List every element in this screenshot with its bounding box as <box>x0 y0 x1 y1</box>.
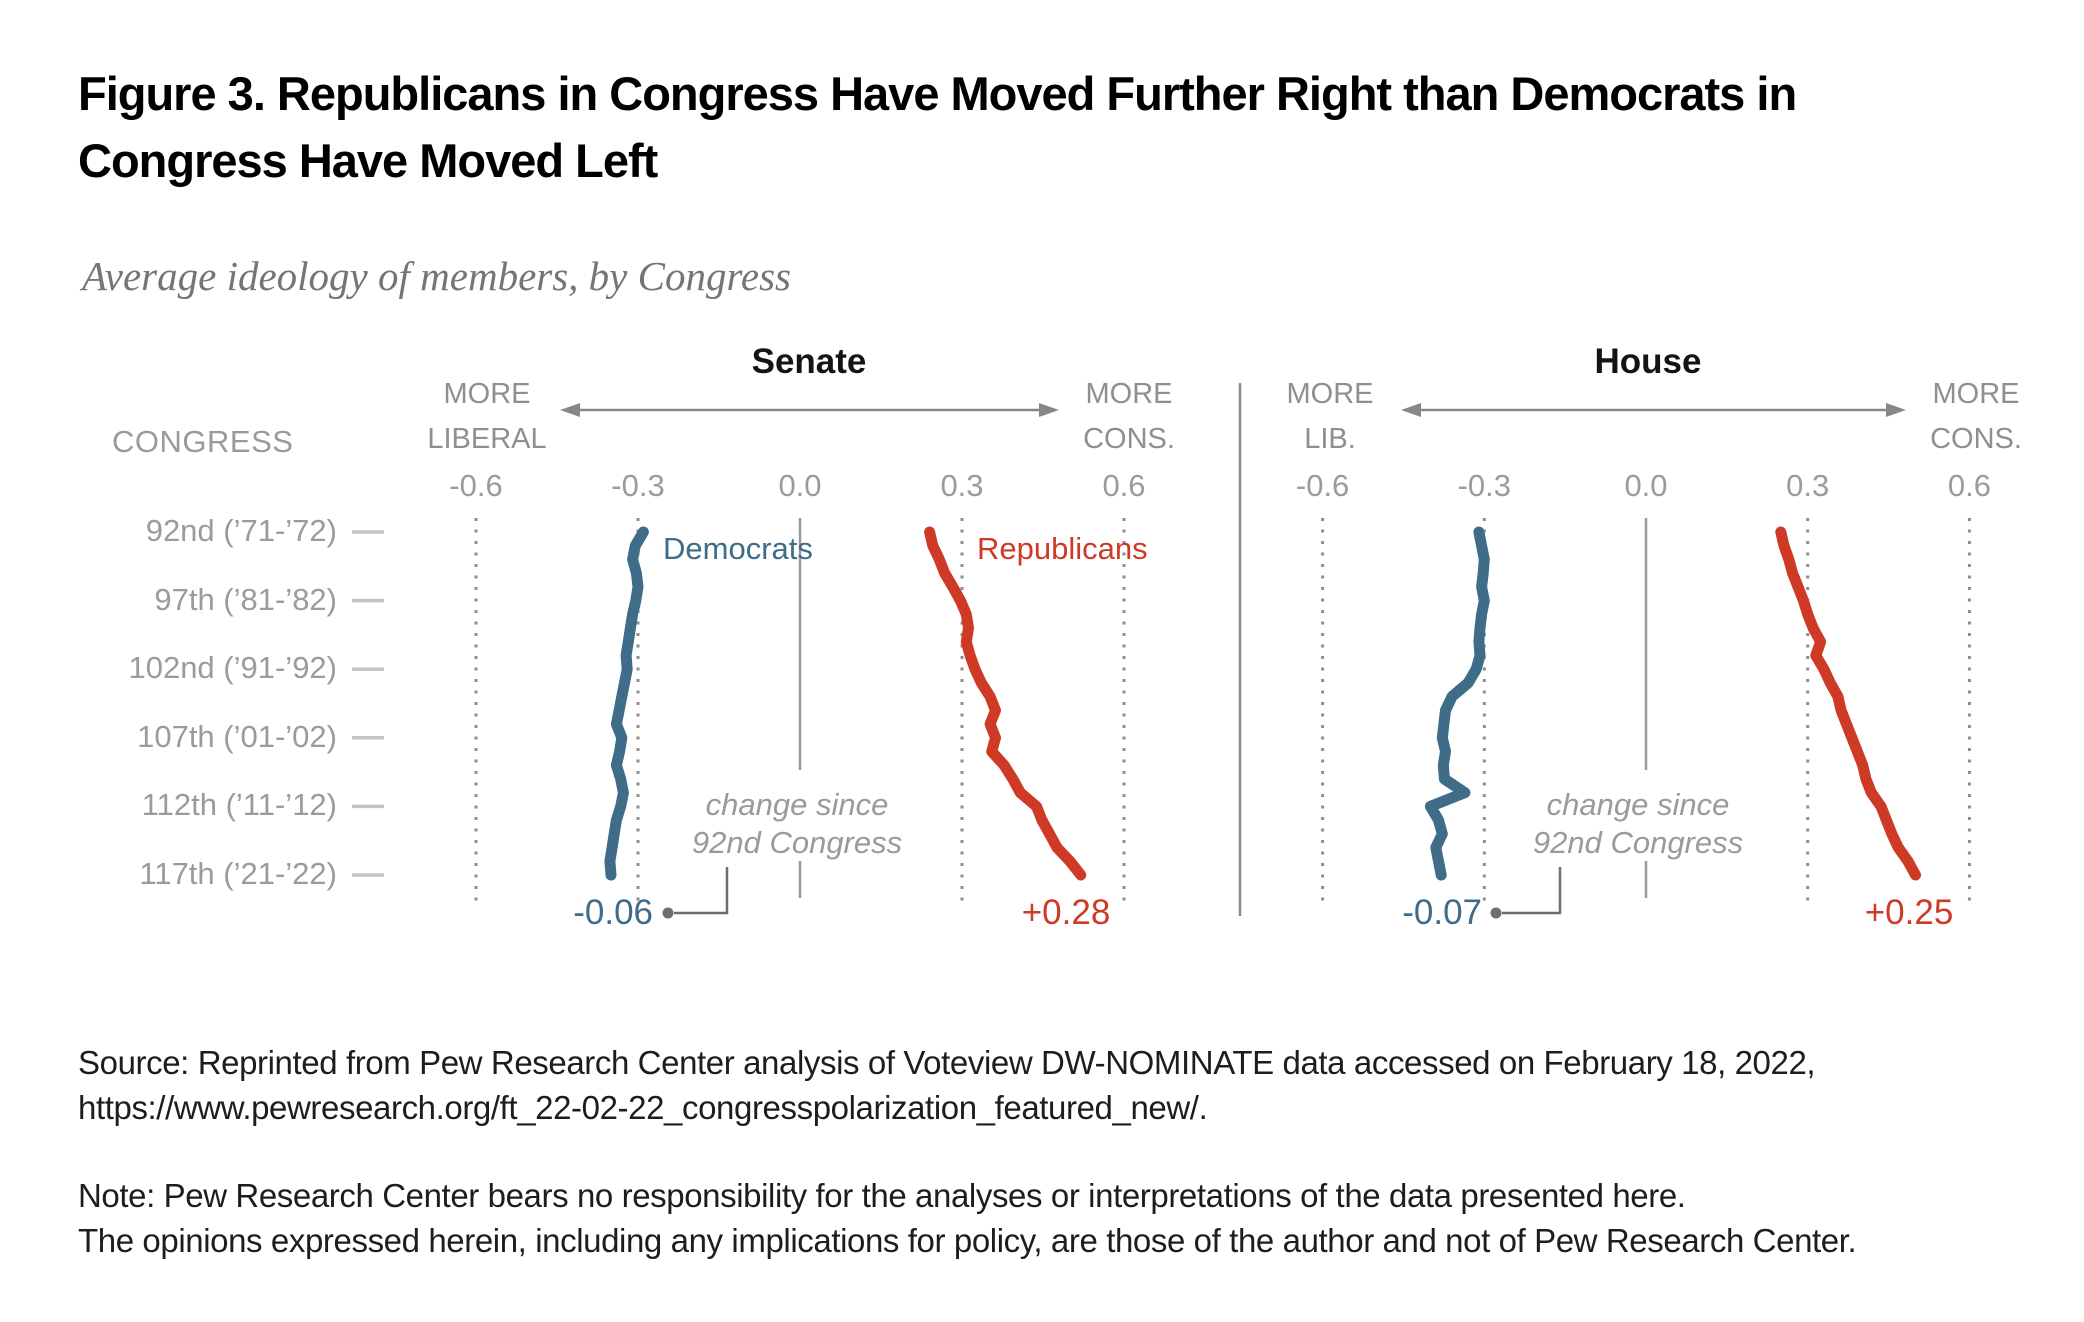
congress-row-label: 92nd (’71-’72) <box>145 513 337 548</box>
senate-rep-change-value: +0.28 <box>1021 893 1111 932</box>
chart-subtitle: Average ideology of members, by Congress <box>82 253 792 299</box>
arrowhead-left-icon <box>1401 403 1421 417</box>
figure-title-line1: Figure 3. Republicans in Congress Have M… <box>78 67 1797 120</box>
senate-democrats-trend-line <box>604 526 649 881</box>
note-text: Note: Pew Research Center bears no respo… <box>78 1173 1857 1263</box>
house-axis-tick-label: -0.3 <box>1457 468 1512 503</box>
house-annotation-line2: 92nd Congress <box>1532 825 1744 860</box>
senate-change-callout <box>662 867 729 919</box>
senate-axis-arrow <box>560 403 1059 417</box>
label-line: MORE <box>1085 378 1173 410</box>
label-line: CONS. <box>1930 423 2022 455</box>
house-axis-tick-label: -0.6 <box>1295 468 1350 503</box>
senate-panel-title: Senate <box>751 342 867 381</box>
figure-title: Figure 3. Republicans in Congress Have M… <box>78 60 1797 194</box>
label-line: MORE <box>1286 378 1374 410</box>
label-line: CONS. <box>1083 423 1175 455</box>
figure-title-line2: Congress Have Moved Left <box>78 134 658 187</box>
congress-column-header: CONGRESS <box>112 424 294 459</box>
congress-row-label: 112th (’11-’12) <box>141 787 337 823</box>
gridlines-group <box>474 518 1971 902</box>
callout-dot-icon <box>1490 907 1502 919</box>
senate-more-cons-label: MORE CONS. <box>1083 372 1175 462</box>
senate-annotation-line1: change since <box>705 787 889 822</box>
house-change-callout <box>1490 867 1562 919</box>
callout-dot-icon <box>662 907 674 919</box>
house-democrats-trend-line <box>1424 526 1490 881</box>
senate-axis-tick-label: 0.0 <box>778 468 822 503</box>
congress-row-ticks-group <box>352 530 384 877</box>
house-axis-tick-label: 0.6 <box>1947 468 1991 503</box>
senate-axis-tick-label: 0.3 <box>940 468 984 503</box>
senate-axis-tick-label: -0.6 <box>449 468 503 503</box>
house-republicans-trend-line <box>1775 526 1921 881</box>
democrats-series-label: Democrats <box>663 531 813 566</box>
label-line: MORE <box>443 378 531 410</box>
source-text: Source: Reprinted from Pew Research Cent… <box>78 1040 1816 1130</box>
source-line1: Source: Reprinted from Pew Research Cent… <box>78 1044 1816 1081</box>
note-line1: Note: Pew Research Center bears no respo… <box>78 1177 1686 1214</box>
senate-republicans-trend-line <box>924 526 1087 881</box>
label-line: LIBERAL <box>427 423 547 455</box>
label-line: MORE <box>1932 378 2020 410</box>
house-panel-title: House <box>1594 342 1702 381</box>
house-dem-change-value: -0.07 <box>1402 893 1482 932</box>
data-lines-group <box>604 526 1921 881</box>
congress-row-label: 107th (’01-’02) <box>137 718 337 754</box>
congress-row-label: 102nd (’91-’92) <box>128 650 337 686</box>
senate-annotation-line2: 92nd Congress <box>691 825 903 860</box>
house-annotation-line1: change since <box>1546 787 1730 822</box>
congress-row-label: 117th (’21-’22) <box>139 856 337 891</box>
source-line2: https://www.pewresearch.org/ft_22-02-22_… <box>78 1089 1208 1126</box>
house-axis-arrow <box>1401 403 1906 417</box>
senate-axis-tick-label: 0.6 <box>1102 468 1146 503</box>
house-axis-tick-label: 0.3 <box>1786 468 1830 503</box>
congress-row-label: 97th (’81-’82) <box>154 581 337 617</box>
republicans-series-label: Republicans <box>977 531 1148 566</box>
senate-axis-tick-label: -0.3 <box>611 468 665 503</box>
house-more-lib-label: MORE LIB. <box>1287 372 1374 462</box>
house-axis-tick-label: 0.0 <box>1624 468 1668 503</box>
house-more-cons-label: MORE CONS. <box>1930 372 2022 462</box>
label-line: LIB. <box>1304 423 1356 455</box>
arrowhead-left-icon <box>560 403 580 417</box>
senate-dem-change-value: -0.06 <box>573 893 653 932</box>
note-line2: The opinions expressed herein, including… <box>78 1222 1857 1259</box>
arrowhead-right-icon <box>1886 403 1906 417</box>
arrowhead-right-icon <box>1039 403 1059 417</box>
house-rep-change-value: +0.25 <box>1864 893 1954 932</box>
senate-more-liberal-label: MORE LIBERAL <box>427 372 546 462</box>
